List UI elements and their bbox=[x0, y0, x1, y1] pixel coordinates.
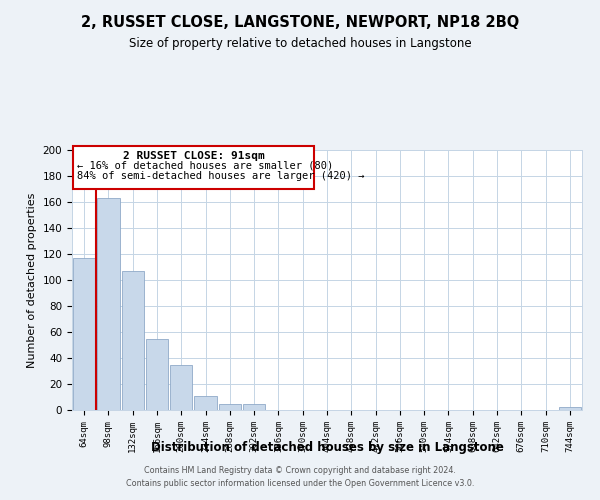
Text: Distribution of detached houses by size in Langstone: Distribution of detached houses by size … bbox=[151, 441, 503, 454]
Bar bbox=[97, 198, 119, 410]
Text: Size of property relative to detached houses in Langstone: Size of property relative to detached ho… bbox=[128, 38, 472, 51]
Text: 2, RUSSET CLOSE, LANGSTONE, NEWPORT, NP18 2BQ: 2, RUSSET CLOSE, LANGSTONE, NEWPORT, NP1… bbox=[81, 15, 519, 30]
Y-axis label: Number of detached properties: Number of detached properties bbox=[27, 192, 37, 368]
Bar bbox=[243, 404, 265, 410]
Text: ← 16% of detached houses are smaller (80): ← 16% of detached houses are smaller (80… bbox=[77, 160, 333, 170]
Text: 84% of semi-detached houses are larger (420) →: 84% of semi-detached houses are larger (… bbox=[77, 171, 364, 181]
Bar bbox=[122, 271, 144, 410]
Bar bbox=[170, 364, 193, 410]
Text: Contains HM Land Registry data © Crown copyright and database right 2024.
Contai: Contains HM Land Registry data © Crown c… bbox=[126, 466, 474, 487]
Bar bbox=[73, 258, 95, 410]
Bar bbox=[218, 404, 241, 410]
Bar bbox=[146, 338, 168, 410]
Bar bbox=[559, 408, 581, 410]
Bar bbox=[194, 396, 217, 410]
FancyBboxPatch shape bbox=[73, 146, 314, 189]
Text: 2 RUSSET CLOSE: 91sqm: 2 RUSSET CLOSE: 91sqm bbox=[122, 152, 265, 162]
